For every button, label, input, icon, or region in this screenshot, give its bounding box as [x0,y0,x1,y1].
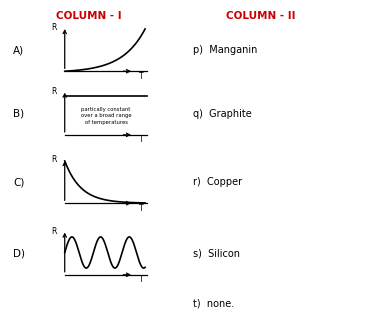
Text: D): D) [13,249,25,259]
Text: r)  Copper: r) Copper [193,177,243,187]
Text: T: T [140,135,144,144]
Text: COLUMN - II: COLUMN - II [226,11,295,21]
Text: p)  Manganin: p) Manganin [193,45,258,55]
Text: A): A) [13,45,24,55]
Text: s)  Silicon: s) Silicon [193,249,240,259]
Text: B): B) [13,109,24,119]
Text: q)  Graphite: q) Graphite [193,109,252,119]
Text: R: R [51,87,56,96]
Text: T: T [140,204,144,213]
Text: R: R [51,23,56,32]
Text: R: R [51,227,56,236]
Text: T: T [140,72,144,81]
Text: partically constant
over a broad range
of temperatures: partically constant over a broad range o… [81,107,131,125]
Text: C): C) [13,177,24,187]
Text: R: R [51,155,56,164]
Text: T: T [140,275,144,284]
Text: t)  none.: t) none. [193,299,235,309]
Text: COLUMN - I: COLUMN - I [57,11,122,21]
